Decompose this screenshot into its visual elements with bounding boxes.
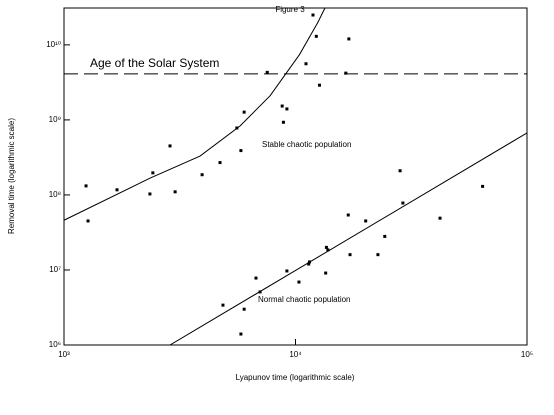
- point: [364, 219, 368, 223]
- point: [173, 190, 177, 194]
- point: [318, 83, 322, 87]
- point: [86, 219, 90, 223]
- point: [242, 307, 246, 311]
- point: [311, 13, 315, 17]
- point: [285, 269, 289, 273]
- x-tick-label: 10⁵: [521, 350, 533, 359]
- y-tick-label: 10¹⁰: [46, 40, 61, 49]
- point: [326, 248, 330, 252]
- point: [344, 71, 348, 75]
- x-axis-label: Lyapunov time (logarithmic scale): [236, 373, 355, 382]
- fit-line: [64, 8, 326, 221]
- annotation: Normal chaotic population: [258, 295, 351, 304]
- y-tick-label: 10⁸: [49, 190, 61, 199]
- point: [324, 271, 328, 275]
- point: [254, 276, 258, 280]
- point: [265, 70, 269, 74]
- point: [346, 213, 350, 217]
- x-tick-label: 10³: [58, 350, 70, 359]
- point: [281, 120, 285, 124]
- point: [347, 37, 351, 41]
- point: [285, 107, 289, 111]
- annotation: Stable chaotic population: [262, 140, 351, 149]
- point: [324, 245, 328, 249]
- y-tick-label: 10⁶: [49, 340, 61, 349]
- point: [148, 192, 152, 196]
- point: [304, 62, 308, 66]
- point: [200, 173, 204, 177]
- point: [348, 253, 352, 257]
- point: [115, 188, 119, 192]
- point: [84, 184, 88, 188]
- point: [280, 104, 284, 108]
- reference-label: Age of the Solar System: [90, 56, 219, 70]
- point: [242, 110, 246, 114]
- point: [168, 144, 172, 148]
- point: [218, 161, 222, 165]
- y-tick-label: 10⁷: [49, 265, 61, 274]
- x-tick-label: 10⁴: [289, 350, 302, 359]
- point: [398, 169, 402, 173]
- point: [307, 262, 311, 266]
- chart-title: Figure 3: [275, 5, 305, 14]
- y-axis-label: Removal time (logarithmic scale): [7, 118, 16, 234]
- point: [151, 171, 155, 175]
- fit-line: [169, 132, 527, 345]
- point: [239, 332, 243, 336]
- y-tick-label: 10⁹: [49, 115, 61, 124]
- point: [297, 280, 301, 284]
- point: [438, 216, 442, 220]
- point: [401, 201, 405, 205]
- point: [383, 234, 387, 238]
- point: [221, 303, 225, 307]
- point: [376, 253, 380, 257]
- point: [314, 34, 318, 38]
- point: [239, 149, 243, 153]
- point: [481, 184, 485, 188]
